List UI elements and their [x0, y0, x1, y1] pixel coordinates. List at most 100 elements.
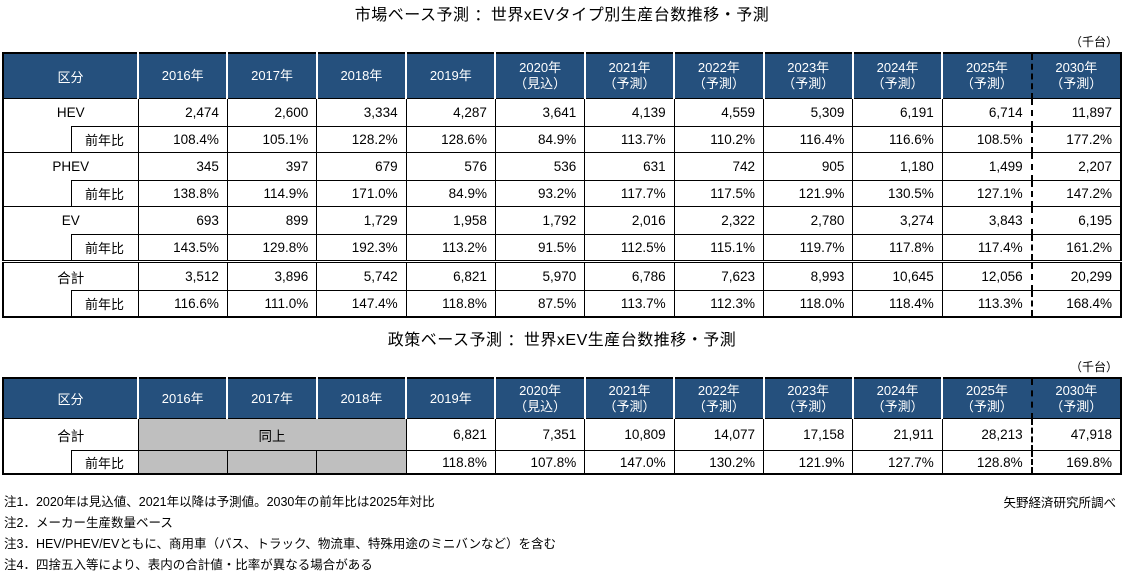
yoy-value-cell: 117.4%	[941, 234, 1033, 262]
label-spacer-cell	[2, 234, 72, 262]
year-header: 2024年 （予測）	[851, 378, 943, 419]
yoy-value-cell: 128.6%	[405, 126, 496, 153]
value-cell: 2,322	[673, 206, 765, 235]
table-row-yoy: 前年比 116.6% 111.0% 147.4% 118.8% 87.5% 113.7% 11…	[2, 290, 1122, 318]
year-header: 2020年 （見込）	[494, 53, 585, 99]
year-header: 2025年 （予測）	[941, 53, 1032, 99]
yoy-value-cell: 108.5%	[941, 126, 1033, 153]
value-cell: 2,600	[226, 98, 318, 127]
year-header-line1: 2017年	[251, 390, 294, 406]
value-cell: 1,180	[852, 152, 943, 181]
year-header: 2020年 （見込）	[494, 378, 585, 419]
value-cell: 679	[316, 152, 407, 181]
yoy-label: 前年比	[70, 290, 139, 318]
value-cell: 14,077	[673, 418, 765, 451]
yoy-value-cell: 118.0%	[763, 290, 854, 318]
yoy-value-cell: 111.0%	[226, 290, 318, 318]
year-header: 2016年	[137, 53, 228, 99]
year-header: 2023年 （予測）	[762, 378, 853, 419]
year-header-line1: 2030年	[1055, 382, 1098, 398]
row-label: EV	[2, 206, 139, 235]
same-as-above-cell: 同上	[137, 418, 407, 451]
value-cell: 3,334	[316, 98, 407, 127]
label-spacer-cell	[2, 180, 72, 207]
header-row: 区分 2016年 2017年 2018年 2019年 2020年 （見込） 2021年 （予測）…	[3, 53, 1121, 99]
notes-list: 注1．2020年は見込値、2021年以降は予測値。2030年の前年比は2025年…	[4, 492, 1124, 576]
header-row: 区分 2016年 2017年 2018年 2019年 2020年 （見込） 2021年 （予測）…	[3, 378, 1121, 419]
year-header-line2: （予測）	[692, 398, 745, 414]
source-credit: 矢野経済研究所調べ	[1003, 496, 1116, 510]
value-cell: 20,299	[1030, 260, 1122, 291]
table-row-yoy: 前年比 118.8% 107.8% 147.0% 130.2% 121.9% 127.7% 1…	[2, 450, 1122, 475]
year-header-line1: 2030年	[1055, 60, 1098, 75]
value-cell: 12,056	[941, 260, 1033, 291]
value-cell: 3,843	[941, 206, 1033, 235]
disabled-cell	[316, 450, 407, 475]
yoy-value-cell: 138.8%	[137, 180, 228, 207]
value-cell: 5,309	[763, 98, 854, 127]
yoy-value-cell: 93.2%	[494, 180, 586, 207]
value-cell: 693	[137, 206, 228, 235]
yoy-value-cell: 147.2%	[1030, 180, 1122, 207]
yoy-value-cell: 105.1%	[226, 126, 318, 153]
year-header: 2017年	[226, 53, 317, 99]
value-cell: 905	[763, 152, 854, 181]
year-header: 2030年 （予測）	[1030, 53, 1121, 99]
year-header-line1: 2019年	[429, 390, 472, 406]
year-header-line1: 2020年	[519, 60, 562, 75]
note-line: 注3．HEV/PHEV/EVともに、商用車（バス、トラック、物流車、特殊用途のミ…	[4, 537, 556, 551]
year-header: 2019年	[405, 378, 496, 419]
table1-title: 市場ベース予測 ：世界xEVタイプ別生産台数推移・予測	[354, 7, 770, 24]
value-cell: 742	[673, 152, 765, 181]
year-header: 2022年 （予測）	[673, 53, 764, 99]
table2-unit-label: （千台）	[1069, 360, 1118, 374]
year-header-line1: 2021年	[608, 382, 651, 398]
yoy-value-cell: 177.2%	[1030, 126, 1122, 153]
row-label: 合計	[2, 418, 139, 451]
value-cell: 6,195	[1030, 206, 1122, 235]
value-cell: 5,742	[316, 260, 407, 291]
yoy-value-cell: 113.2%	[405, 234, 496, 262]
value-cell: 2,207	[1030, 152, 1122, 181]
yoy-value-cell: 161.2%	[1030, 234, 1122, 262]
yoy-value-cell: 128.8%	[941, 450, 1033, 475]
value-cell: 3,641	[494, 98, 586, 127]
yoy-value-cell: 84.9%	[405, 180, 496, 207]
disabled-cell	[137, 450, 228, 475]
year-header-line1: 2019年	[429, 68, 472, 83]
yoy-value-cell: 119.7%	[763, 234, 854, 262]
year-header-line2: （予測）	[871, 398, 924, 414]
year-header-line1: 2017年	[251, 68, 294, 83]
year-header-line1: 2023年	[787, 60, 830, 75]
yoy-value-cell: 192.3%	[316, 234, 407, 262]
year-header-line2: （見込）	[514, 76, 567, 91]
year-header-line2: （見込）	[514, 398, 567, 414]
year-header-line1: 2025年	[965, 60, 1008, 75]
year-header-line1: 2016年	[161, 68, 204, 83]
year-header-line2: （予測）	[603, 398, 656, 414]
label-spacer-cell	[2, 450, 72, 475]
yoy-value-cell: 110.2%	[673, 126, 765, 153]
value-cell: 2,780	[763, 206, 854, 235]
year-header-line1: 2024年	[876, 382, 919, 398]
yoy-value-cell: 115.1%	[673, 234, 765, 262]
yoy-value-cell: 116.6%	[852, 126, 943, 153]
yoy-value-cell: 121.9%	[763, 450, 854, 475]
year-header: 2018年	[315, 378, 407, 419]
year-header-line2: （予測）	[1050, 398, 1103, 414]
table-row-yoy: 前年比 108.4% 105.1% 128.2% 128.6% 84.9% 113.7% 11…	[2, 126, 1122, 153]
year-header-line1: 2021年	[608, 60, 651, 75]
yoy-value-cell: 84.9%	[494, 126, 586, 153]
value-cell: 28,213	[941, 418, 1033, 451]
yoy-value-cell: 108.4%	[137, 126, 228, 153]
year-header-line2: （予測）	[782, 398, 835, 414]
year-header-line1: 2025年	[965, 382, 1008, 398]
year-header: 2021年 （予測）	[583, 53, 675, 99]
row-label: HEV	[2, 98, 139, 127]
yoy-value-cell: 117.8%	[852, 234, 943, 262]
year-header-line1: 2024年	[876, 60, 919, 75]
value-cell: 899	[226, 206, 318, 235]
value-cell: 6,714	[941, 98, 1033, 127]
year-header-line2: （予測）	[1050, 76, 1103, 91]
